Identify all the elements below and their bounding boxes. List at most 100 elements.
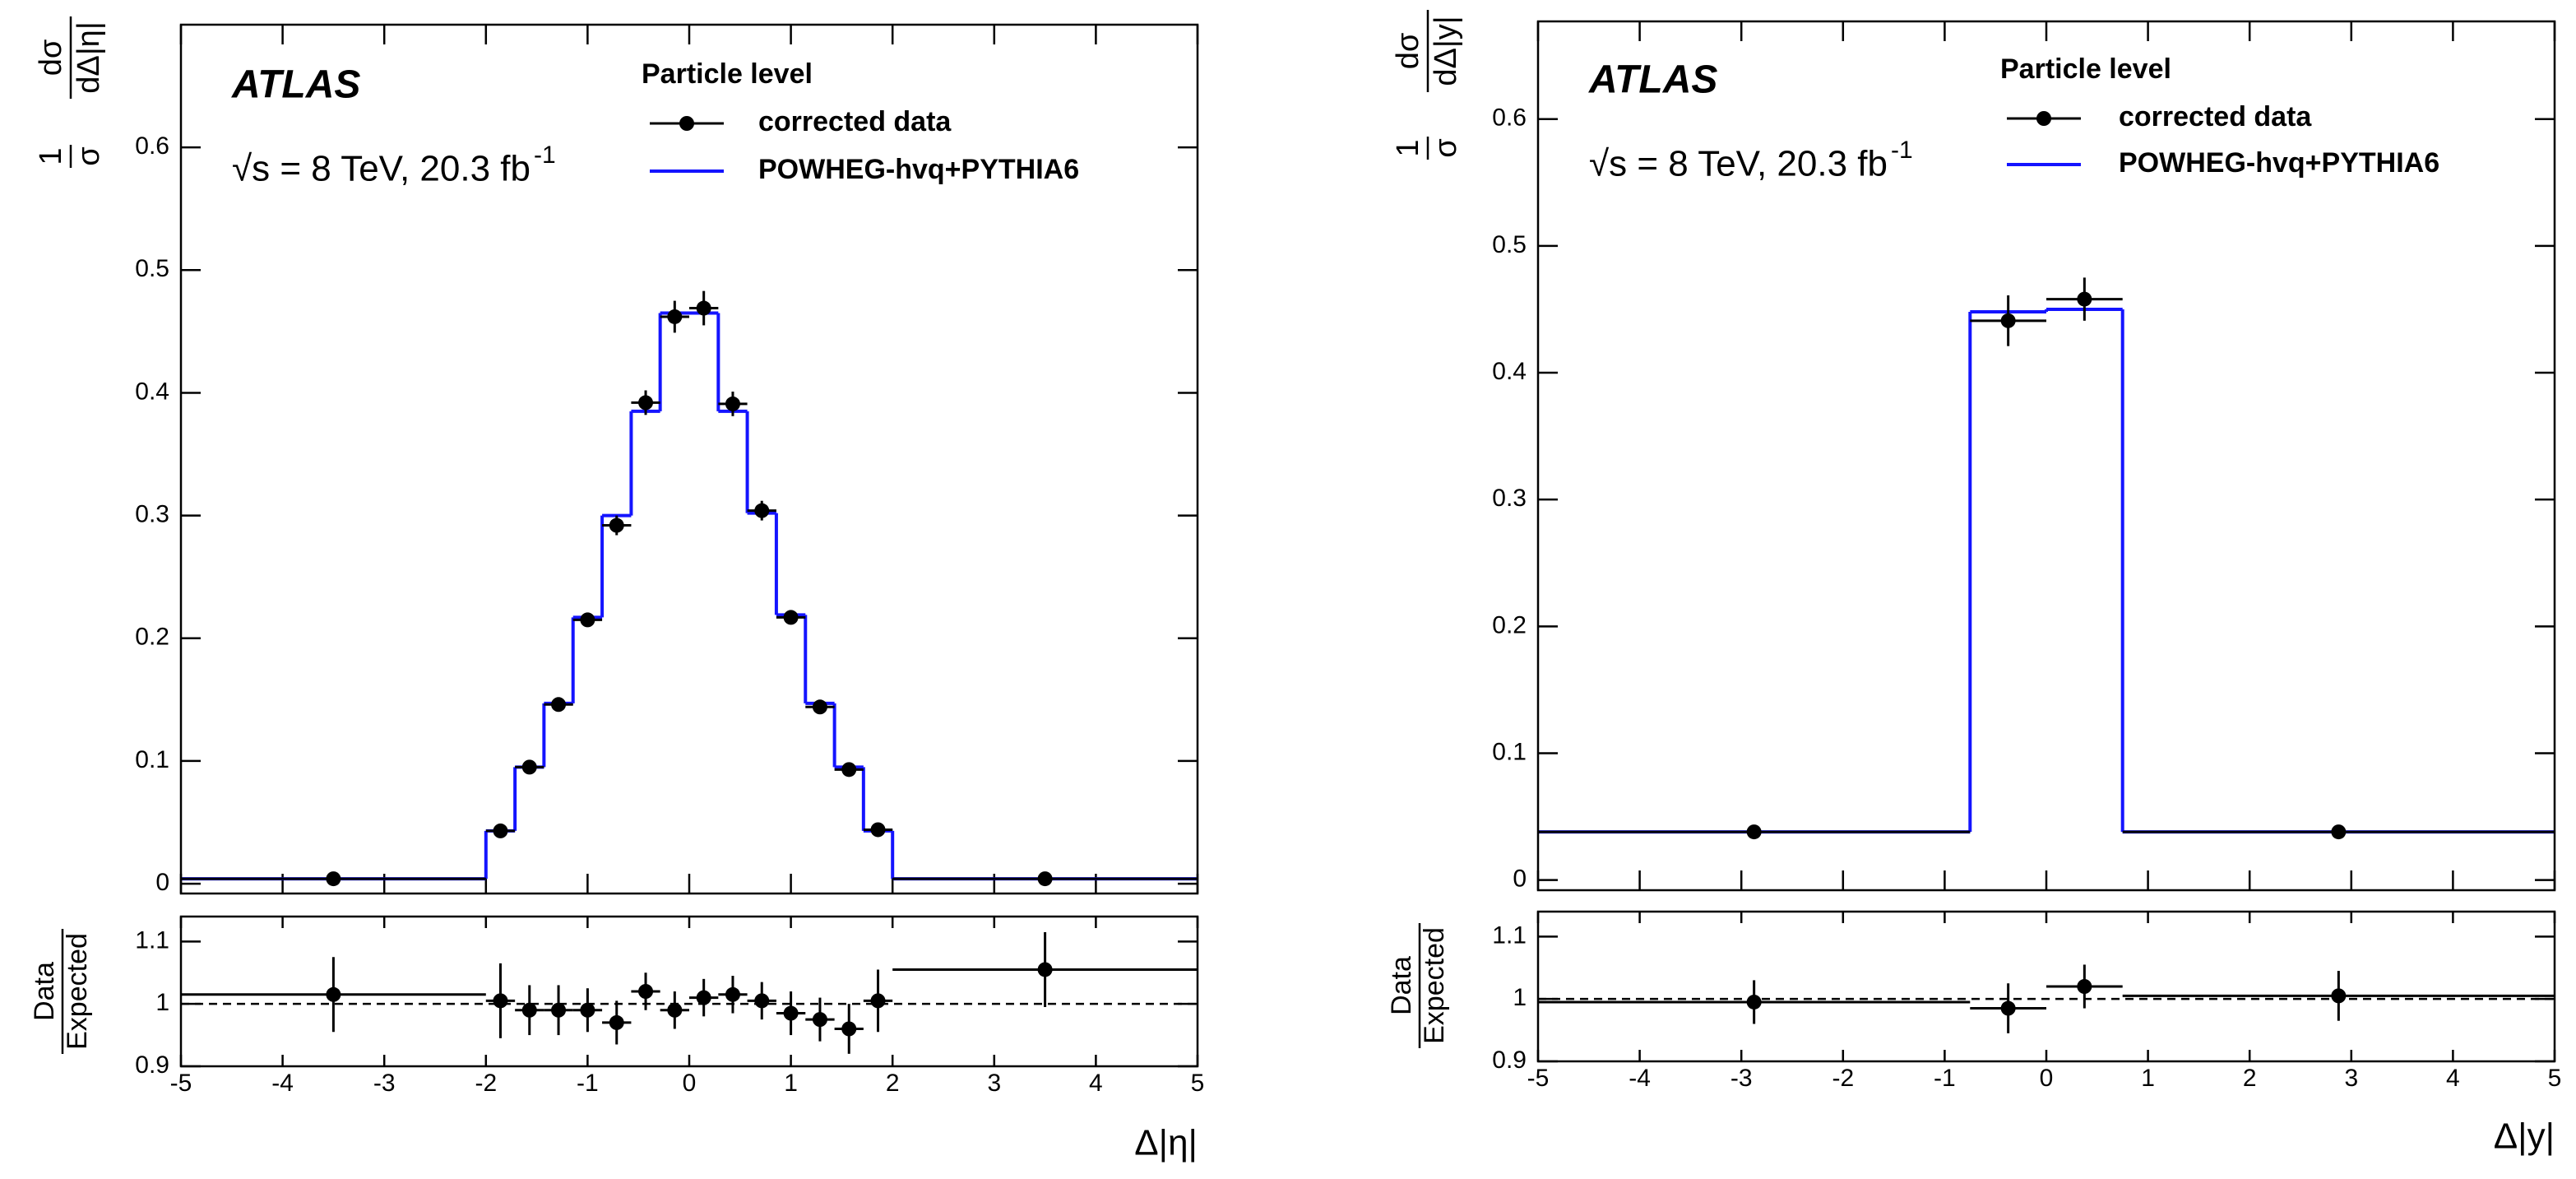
x-tick-label: 1 [784, 1070, 798, 1097]
y-axis-label: 1 σ dσ dΔ|y| [1391, 10, 1463, 160]
y-tick-label: 0.2 [1492, 611, 1527, 638]
data-point [521, 759, 537, 775]
y-tick-label: 0.9 [135, 1051, 169, 1079]
y-label-numerator: Data [29, 962, 60, 1021]
y-tick-label: 0.1 [1492, 738, 1527, 765]
x-tick-label: 2 [2243, 1065, 2257, 1092]
y-label-denominator: σ [72, 146, 106, 165]
plot-frame [179, 915, 1199, 1068]
data-point [609, 1014, 624, 1030]
y-axis-label: Data Expected [29, 929, 93, 1054]
y-tick-label: 1 [1513, 984, 1527, 1011]
data-point [521, 1002, 537, 1018]
y-label-numerator: dσ [34, 39, 68, 77]
data-point [754, 503, 770, 518]
y-tick-label: 1.1 [135, 926, 169, 954]
data-point [580, 1002, 595, 1018]
y-label-denominator: σ [1429, 138, 1463, 157]
y-label-denominator: Expected [62, 933, 93, 1050]
x-tick-label: 4 [1089, 1070, 1103, 1097]
y-tick-label: 0.6 [135, 132, 169, 160]
x-tick-label: -5 [1527, 1065, 1550, 1092]
data-point [725, 396, 740, 411]
data-point [696, 300, 711, 316]
x-tick-label: -5 [170, 1070, 192, 1097]
x-tick-label: -1 [1934, 1065, 1956, 1092]
data-point [812, 1012, 827, 1028]
data-point [326, 871, 341, 887]
data-point [1037, 871, 1053, 887]
legend-label: POWHEG-hvq+PYTHIA6 [758, 154, 1079, 185]
x-tick-label: -2 [1832, 1065, 1854, 1092]
plot-frame [1536, 910, 2556, 1063]
data-point [493, 993, 508, 1009]
x-tick-label: 3 [2344, 1065, 2358, 1092]
data-point [580, 612, 595, 628]
y-label-denominator: dΔ|η| [72, 21, 106, 93]
x-tick-label: 2 [886, 1070, 900, 1097]
data-point [2331, 988, 2347, 1004]
y-tick-label: 0.4 [135, 378, 169, 405]
x-tick-label: -3 [1730, 1065, 1753, 1092]
data-point [696, 990, 711, 1005]
data-point [551, 1002, 567, 1018]
y-label-denominator: dΔ|y| [1429, 16, 1463, 86]
plot-frame [179, 23, 1199, 895]
y-tick-label: 1.1 [1492, 921, 1527, 949]
data-point [667, 309, 683, 324]
data-point [1037, 962, 1053, 977]
y-tick-label: 1 [155, 989, 169, 1016]
data-point [2000, 1000, 2016, 1016]
data-point [2331, 824, 2347, 840]
y-tick-label: 0.5 [1492, 231, 1527, 258]
annotation: √s = 8 TeV, 20.3 fb [232, 149, 530, 189]
y-axis-label: Data Expected [1386, 923, 1450, 1048]
data-point [609, 518, 624, 533]
legend-marker-point [679, 116, 694, 131]
legend-title: Particle level [642, 58, 813, 90]
data-point [841, 1021, 857, 1037]
data-point [841, 762, 857, 777]
data-point [551, 697, 567, 713]
y-tick-label: 0.4 [1492, 358, 1527, 385]
data-point [783, 610, 799, 625]
x-tick-label: -3 [373, 1070, 396, 1097]
annotation-superscript: -1 [534, 142, 556, 169]
legend-label: corrected data [758, 106, 952, 137]
x-tick-label: 3 [987, 1070, 1001, 1097]
y-tick-label: 0 [1513, 866, 1527, 893]
data-point [2077, 291, 2092, 307]
annotation: √s = 8 TeV, 20.3 fb [1589, 144, 1888, 184]
x-axis-label: Δ|y| [2494, 1116, 2555, 1157]
x-tick-label: 1 [2141, 1065, 2155, 1092]
y-label-numerator: 1 [1391, 139, 1425, 156]
x-tick-label: -4 [271, 1070, 294, 1097]
data-point [870, 822, 886, 838]
x-tick-label: -1 [577, 1070, 599, 1097]
y-label-numerator: dσ [1391, 33, 1425, 70]
x-tick-label: 0 [2040, 1065, 2054, 1092]
data-point [638, 395, 654, 411]
y-tick-label: 0.3 [135, 501, 169, 528]
y-tick-label: 0.5 [135, 255, 169, 282]
data-point [1746, 824, 1762, 840]
legend-title: Particle level [2000, 53, 2171, 85]
data-point [870, 993, 886, 1009]
x-axis-label: Δ|η| [1134, 1123, 1198, 1163]
data-point [783, 1005, 799, 1021]
plot-frame [1536, 20, 2556, 892]
data-point [812, 699, 827, 715]
x-tick-label: -4 [1629, 1065, 1651, 1092]
y-label-numerator: Data [1386, 956, 1417, 1015]
data-point [493, 823, 508, 838]
data-point [1746, 994, 1762, 1010]
data-point [2000, 313, 2016, 328]
x-tick-label: 5 [2548, 1065, 2562, 1092]
y-tick-label: 0.3 [1492, 485, 1527, 512]
x-tick-label: 0 [683, 1070, 697, 1097]
annotation-superscript: -1 [1891, 137, 1913, 164]
experiment-label: ATLAS [231, 63, 360, 107]
y-tick-label: 0.1 [135, 746, 169, 773]
y-tick-label: 0 [155, 869, 169, 896]
